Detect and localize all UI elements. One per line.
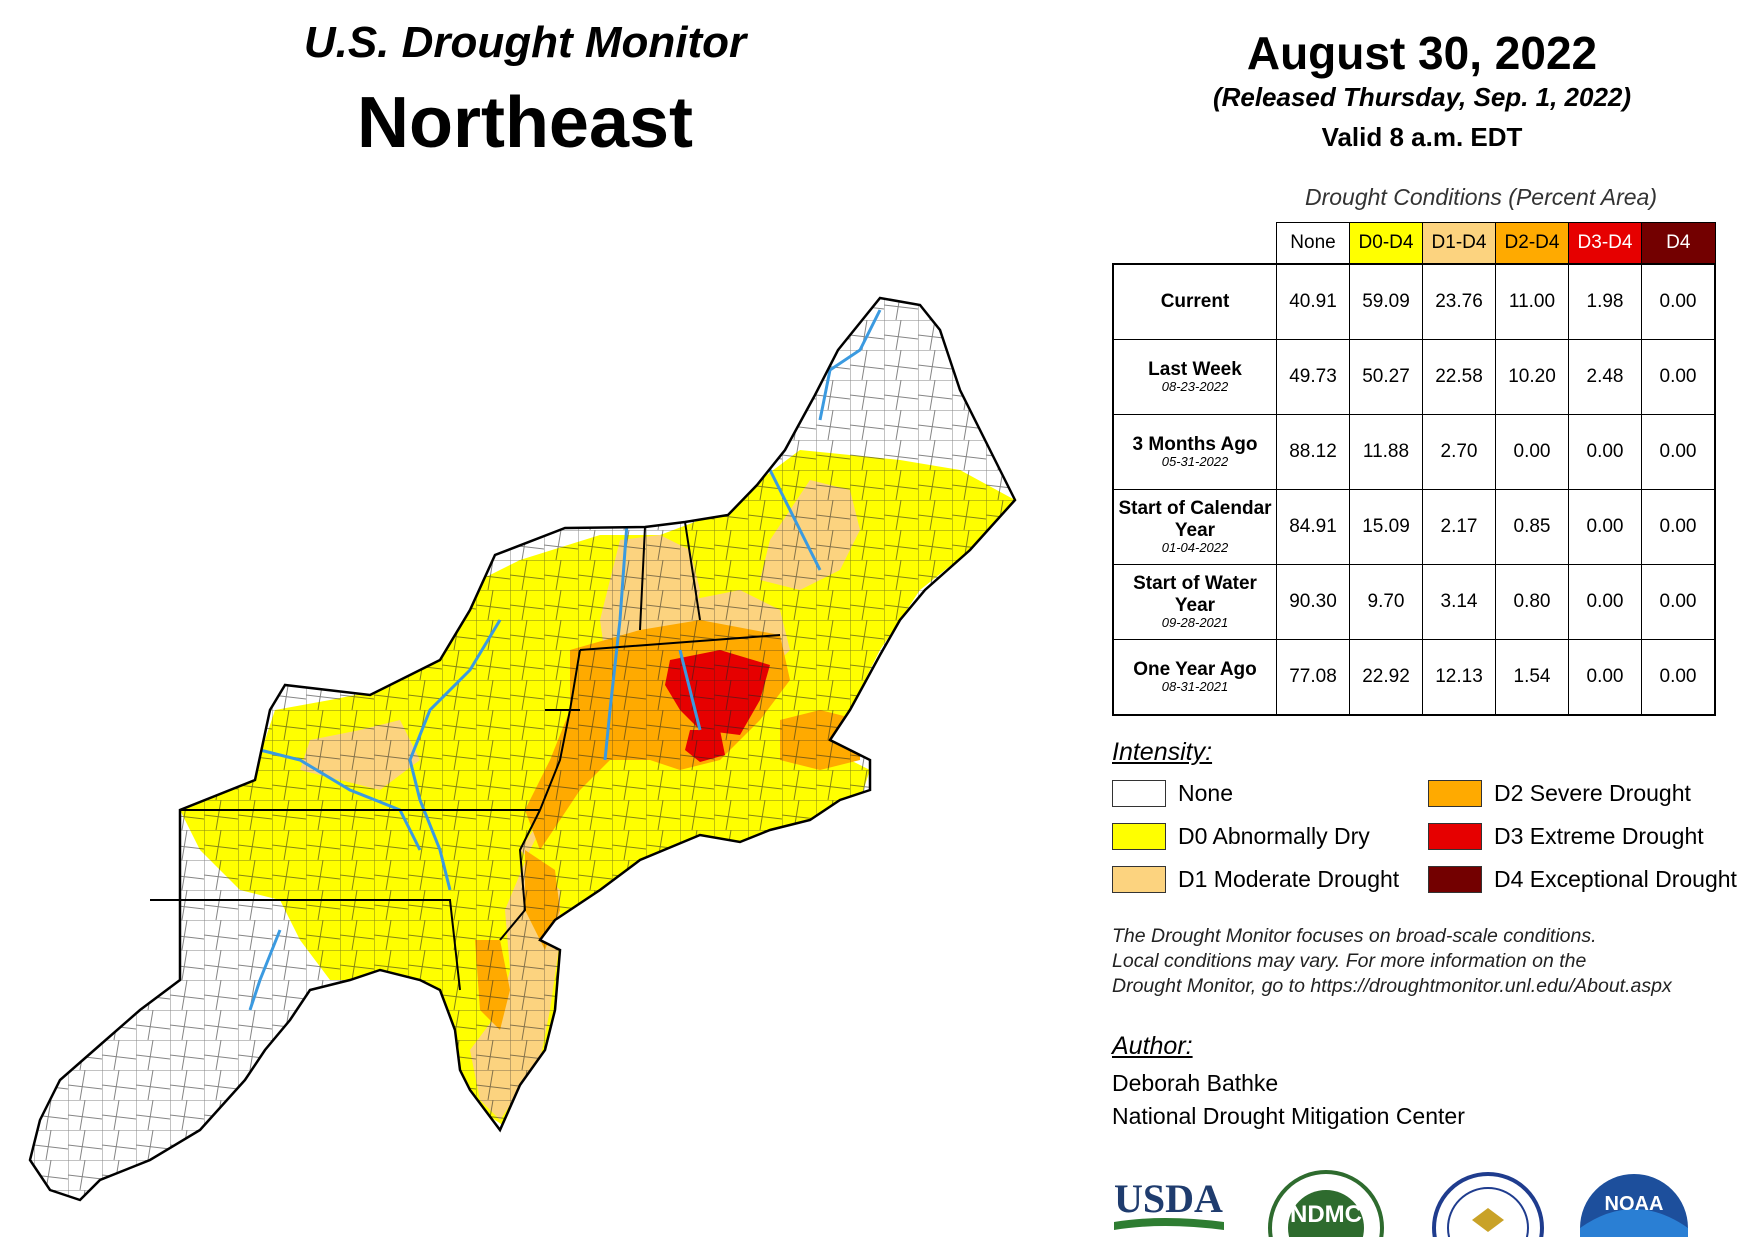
table-cell: 2.17 — [1422, 489, 1496, 565]
drought-map — [28, 296, 1017, 1202]
table-cell: 0.00 — [1641, 489, 1716, 565]
table-cell: 11.88 — [1349, 414, 1423, 490]
table-cell: 0.00 — [1568, 489, 1642, 565]
legend-item-d2: D2 Severe Drought — [1428, 780, 1691, 807]
row-header: One Year Ago 08-31-2021 — [1112, 639, 1277, 716]
author-title: Author: — [1112, 1032, 1193, 1060]
disclaimer: The Drought Monitor focuses on broad-sca… — [1112, 924, 1742, 999]
table-cell: 0.80 — [1495, 564, 1569, 640]
noaa-logo: NOAA — [1580, 1174, 1688, 1237]
table-cell: 50.27 — [1349, 339, 1423, 415]
author-org: National Drought Mitigation Center — [1112, 1103, 1465, 1129]
table-cell: 0.00 — [1641, 564, 1716, 640]
conditions-table: None D0-D4 D1-D4 D2-D4 D3-D4 D4 Current … — [1112, 222, 1716, 716]
table-cell: 90.30 — [1276, 564, 1350, 640]
legend-item-d1: D1 Moderate Drought — [1112, 866, 1399, 893]
drought-areas — [30, 298, 1015, 1200]
disclaimer-line: Drought Monitor, go to https://droughtmo… — [1112, 975, 1672, 997]
table-cell: 2.70 — [1422, 414, 1496, 490]
legend-label: D4 Exceptional Drought — [1494, 866, 1737, 892]
legend-label: D2 Severe Drought — [1494, 780, 1691, 806]
legend-swatch — [1112, 823, 1166, 850]
table-cell: 10.20 — [1495, 339, 1569, 415]
row-header: Start of Water Year 09-28-2021 — [1112, 564, 1277, 640]
table-cell: 1.98 — [1568, 263, 1642, 340]
ndmc-logo: NDMC — [1268, 1170, 1384, 1237]
col-header: D0-D4 — [1349, 222, 1423, 265]
table-cell: 0.00 — [1568, 564, 1642, 640]
legend-swatch — [1428, 823, 1482, 850]
table-cell: 0.00 — [1641, 263, 1716, 340]
col-header: D3-D4 — [1568, 222, 1642, 265]
legend-item-d4: D4 Exceptional Drought — [1428, 866, 1737, 893]
legend-item-d0: D0 Abnormally Dry — [1112, 823, 1370, 850]
legend-swatch — [1112, 780, 1166, 807]
legend-label: D0 Abnormally Dry — [1178, 823, 1370, 849]
table-row: Last Week 08-23-2022 49.73 50.27 22.58 10… — [1112, 339, 1716, 415]
table-cell: 22.58 — [1422, 339, 1496, 415]
col-header: D4 — [1641, 222, 1716, 265]
row-header: Last Week 08-23-2022 — [1112, 339, 1277, 415]
table-row: Current 40.91 59.09 23.76 11.00 1.98 0.0… — [1112, 263, 1716, 340]
table-cell: 0.00 — [1641, 339, 1716, 415]
table-cell: 23.76 — [1422, 263, 1496, 340]
date-title: August 30, 2022 — [1246, 27, 1598, 79]
table-cell: 40.91 — [1276, 263, 1350, 340]
usda-logo: USDA — [1114, 1176, 1224, 1230]
table-cell: 77.08 — [1276, 639, 1350, 716]
legend-swatch — [1428, 780, 1482, 807]
table-cell: 0.00 — [1641, 414, 1716, 490]
col-header: None — [1276, 222, 1350, 265]
release-line: (Released Thursday, Sep. 1, 2022) — [1212, 82, 1632, 112]
legend-title: Intensity: — [1112, 738, 1213, 766]
table-cell: 15.09 — [1349, 489, 1423, 565]
legend-item-d3: D3 Extreme Drought — [1428, 823, 1704, 850]
doc-seal-logo — [1432, 1172, 1544, 1237]
table-row: 3 Months Ago 05-31-2022 88.12 11.88 2.70 … — [1112, 414, 1716, 490]
table-cell: 1.54 — [1495, 639, 1569, 716]
table-cell: 11.00 — [1495, 263, 1569, 340]
table-corner — [1113, 223, 1277, 265]
legend-swatch — [1112, 866, 1166, 893]
svg-text:USDA: USDA — [1114, 1176, 1223, 1221]
table-cell: 49.73 — [1276, 339, 1350, 415]
row-header: Current — [1112, 263, 1277, 340]
table-cell: 22.92 — [1349, 639, 1423, 716]
legend-label: D1 Moderate Drought — [1178, 866, 1400, 892]
table-cell: 0.00 — [1495, 414, 1569, 490]
table-cell: 84.91 — [1276, 489, 1350, 565]
svg-text:NOAA: NOAA — [1605, 1193, 1664, 1215]
table-cell: 9.70 — [1349, 564, 1423, 640]
table-cell: 88.12 — [1276, 414, 1350, 490]
svg-text:NDMC: NDMC — [1290, 1201, 1362, 1228]
table-caption: Drought Conditions (Percent Area) — [1305, 184, 1657, 210]
table-cell: 0.00 — [1641, 639, 1716, 716]
author-name: Deborah Bathke — [1112, 1070, 1279, 1096]
table-cell: 59.09 — [1349, 263, 1423, 340]
legend-label: D3 Extreme Drought — [1494, 823, 1704, 849]
table-header-row: None D0-D4 D1-D4 D2-D4 D3-D4 D4 — [1113, 222, 1716, 265]
row-header: 3 Months Ago 05-31-2022 — [1112, 414, 1277, 490]
region-title: Northeast — [356, 83, 694, 163]
valid-line: Valid 8 a.m. EDT — [1321, 122, 1523, 152]
table-cell: 12.13 — [1422, 639, 1496, 716]
table-row: Start of Water Year 09-28-2021 90.30 9.70… — [1112, 564, 1716, 640]
monitor-title: U.S. Drought Monitor — [303, 18, 747, 67]
legend-swatch — [1428, 866, 1482, 893]
legend-item-none: None — [1112, 780, 1233, 807]
table-cell: 0.00 — [1568, 414, 1642, 490]
col-header: D1-D4 — [1422, 222, 1496, 265]
disclaimer-line: The Drought Monitor focuses on broad-sca… — [1112, 925, 1597, 947]
legend-label: None — [1178, 780, 1233, 806]
table-cell: 0.85 — [1495, 489, 1569, 565]
table-cell: 0.00 — [1568, 639, 1642, 716]
disclaimer-line: Local conditions may vary. For more info… — [1112, 950, 1587, 972]
col-header: D2-D4 — [1495, 222, 1569, 265]
table-row: Start of Calendar Year 01-04-2022 84.91 1… — [1112, 489, 1716, 565]
table-row: One Year Ago 08-31-2021 77.08 22.92 12.13… — [1112, 639, 1716, 716]
row-header: Start of Calendar Year 01-04-2022 — [1112, 489, 1277, 565]
table-cell: 2.48 — [1568, 339, 1642, 415]
table-cell: 3.14 — [1422, 564, 1496, 640]
